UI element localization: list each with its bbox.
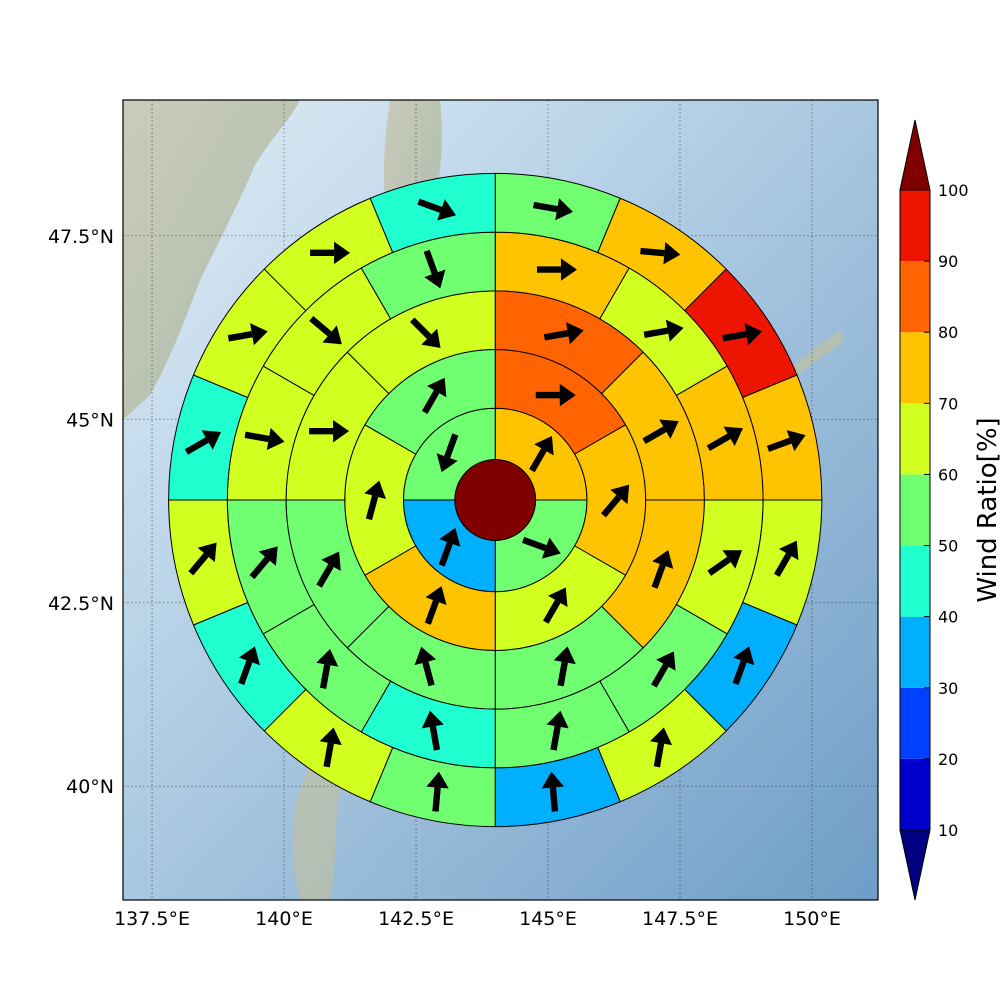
wind-arrow — [249, 546, 278, 580]
colorbar-tick-label: 60 — [938, 465, 958, 484]
colorbar-segment — [900, 616, 930, 688]
wind-arrow — [319, 727, 342, 768]
wind-arrow — [536, 258, 577, 281]
land-mainland-east-asia — [123, 100, 300, 420]
y-tick-label: 40°N — [66, 776, 114, 798]
colorbar-tick-label: 70 — [938, 394, 958, 413]
colorbar-tick-label: 50 — [938, 537, 958, 556]
colorbar-segment — [900, 403, 930, 475]
wind-arrow — [309, 419, 350, 443]
wind-arrow — [417, 198, 457, 221]
wind-arrow — [766, 430, 806, 452]
wind-arrow — [421, 710, 444, 751]
sector-cell — [369, 172, 496, 254]
y-tick-label: 47.5°N — [48, 226, 114, 248]
colorbar-over-extend — [899, 119, 931, 191]
colorbar-segment — [900, 687, 930, 759]
colorbar-tick-label: 10 — [938, 821, 958, 840]
colorbar-under-extend — [899, 829, 931, 901]
wind-arrow — [535, 383, 576, 407]
map-frame — [122, 99, 879, 901]
center-cell — [454, 459, 537, 541]
wind-arrow — [436, 433, 459, 473]
wind-arrow — [238, 646, 260, 686]
wind-arrow — [601, 484, 630, 518]
x-tick-label: 145°E — [519, 908, 577, 930]
wind-arrow — [529, 435, 554, 473]
wind-arrow — [364, 480, 386, 521]
x-tick-label: 140°E — [255, 908, 313, 930]
wind-arrow — [541, 771, 565, 812]
wind-arrow — [643, 319, 684, 342]
wind-arrow — [773, 540, 799, 577]
colorbar-frame — [899, 189, 931, 831]
colorbar-tick-label: 80 — [938, 323, 958, 342]
colorbar: 10 20 30 40 50 60 70 80 90 100 — [899, 119, 969, 901]
wind-arrow — [553, 646, 576, 687]
colorbar-segment — [900, 190, 930, 262]
x-axis-ticks: 137.5°E 140°E 142.5°E 145°E 147.5°E 150°E — [114, 908, 841, 930]
wind-arrow — [414, 646, 437, 687]
y-axis-ticks: 40°N 42.5°N 45°N 47.5°N — [48, 226, 114, 798]
wind-arrow — [316, 648, 339, 689]
colorbar-tick-label: 30 — [938, 679, 958, 698]
wind-arrow — [706, 426, 743, 452]
wind-arrow — [543, 322, 584, 345]
colorbar-tick-label: 100 — [938, 181, 969, 200]
wind-arrow — [423, 249, 446, 289]
y-tick-label: 45°N — [66, 409, 114, 431]
wind-arrow — [227, 323, 268, 346]
wind-arrow — [438, 527, 461, 567]
colorbar-segment — [900, 261, 930, 333]
wind-arrow — [522, 536, 561, 559]
colorbar-segment — [900, 758, 930, 830]
wind-arrow — [184, 430, 222, 455]
wind-arrow — [722, 323, 763, 346]
wind-arrow — [650, 727, 673, 768]
colorbar-tick-label: 40 — [938, 608, 958, 627]
wind-arrow — [642, 419, 679, 444]
x-tick-label: 142.5°E — [378, 908, 454, 930]
wind-arrow — [421, 377, 447, 415]
wind-arrow — [316, 551, 341, 588]
wind-arrow — [640, 242, 681, 265]
wind-arrow — [707, 550, 743, 576]
wind-arrow — [410, 317, 441, 349]
wind-arrow — [244, 427, 285, 450]
wind-arrow — [309, 316, 342, 345]
wind-arrow — [732, 646, 755, 686]
wind-arrow — [542, 587, 568, 624]
wind-arrow — [426, 771, 449, 812]
colorbar-segment — [900, 332, 930, 404]
wind-arrow — [310, 241, 351, 265]
x-tick-label: 137.5°E — [114, 908, 190, 930]
y-tick-label: 42.5°N — [48, 593, 114, 615]
colorbar-tick-label: 20 — [938, 750, 958, 769]
colorbar-label: Wind Ratio[%] — [973, 417, 1000, 602]
wind-arrow — [651, 550, 674, 589]
wind-arrow — [651, 651, 676, 688]
wind-arrow — [424, 586, 447, 625]
center-disc — [454, 459, 537, 541]
wind-arrows — [184, 198, 806, 812]
colorbar-segment — [900, 545, 930, 617]
wind-arrow — [546, 710, 569, 751]
colorbar-tick-label: 90 — [938, 252, 958, 271]
colorbar-segment — [900, 474, 930, 546]
wind-arrow — [188, 542, 217, 576]
x-tick-label: 147.5°E — [642, 908, 718, 930]
wind-arrow — [532, 198, 573, 221]
x-tick-label: 150°E — [783, 908, 841, 930]
